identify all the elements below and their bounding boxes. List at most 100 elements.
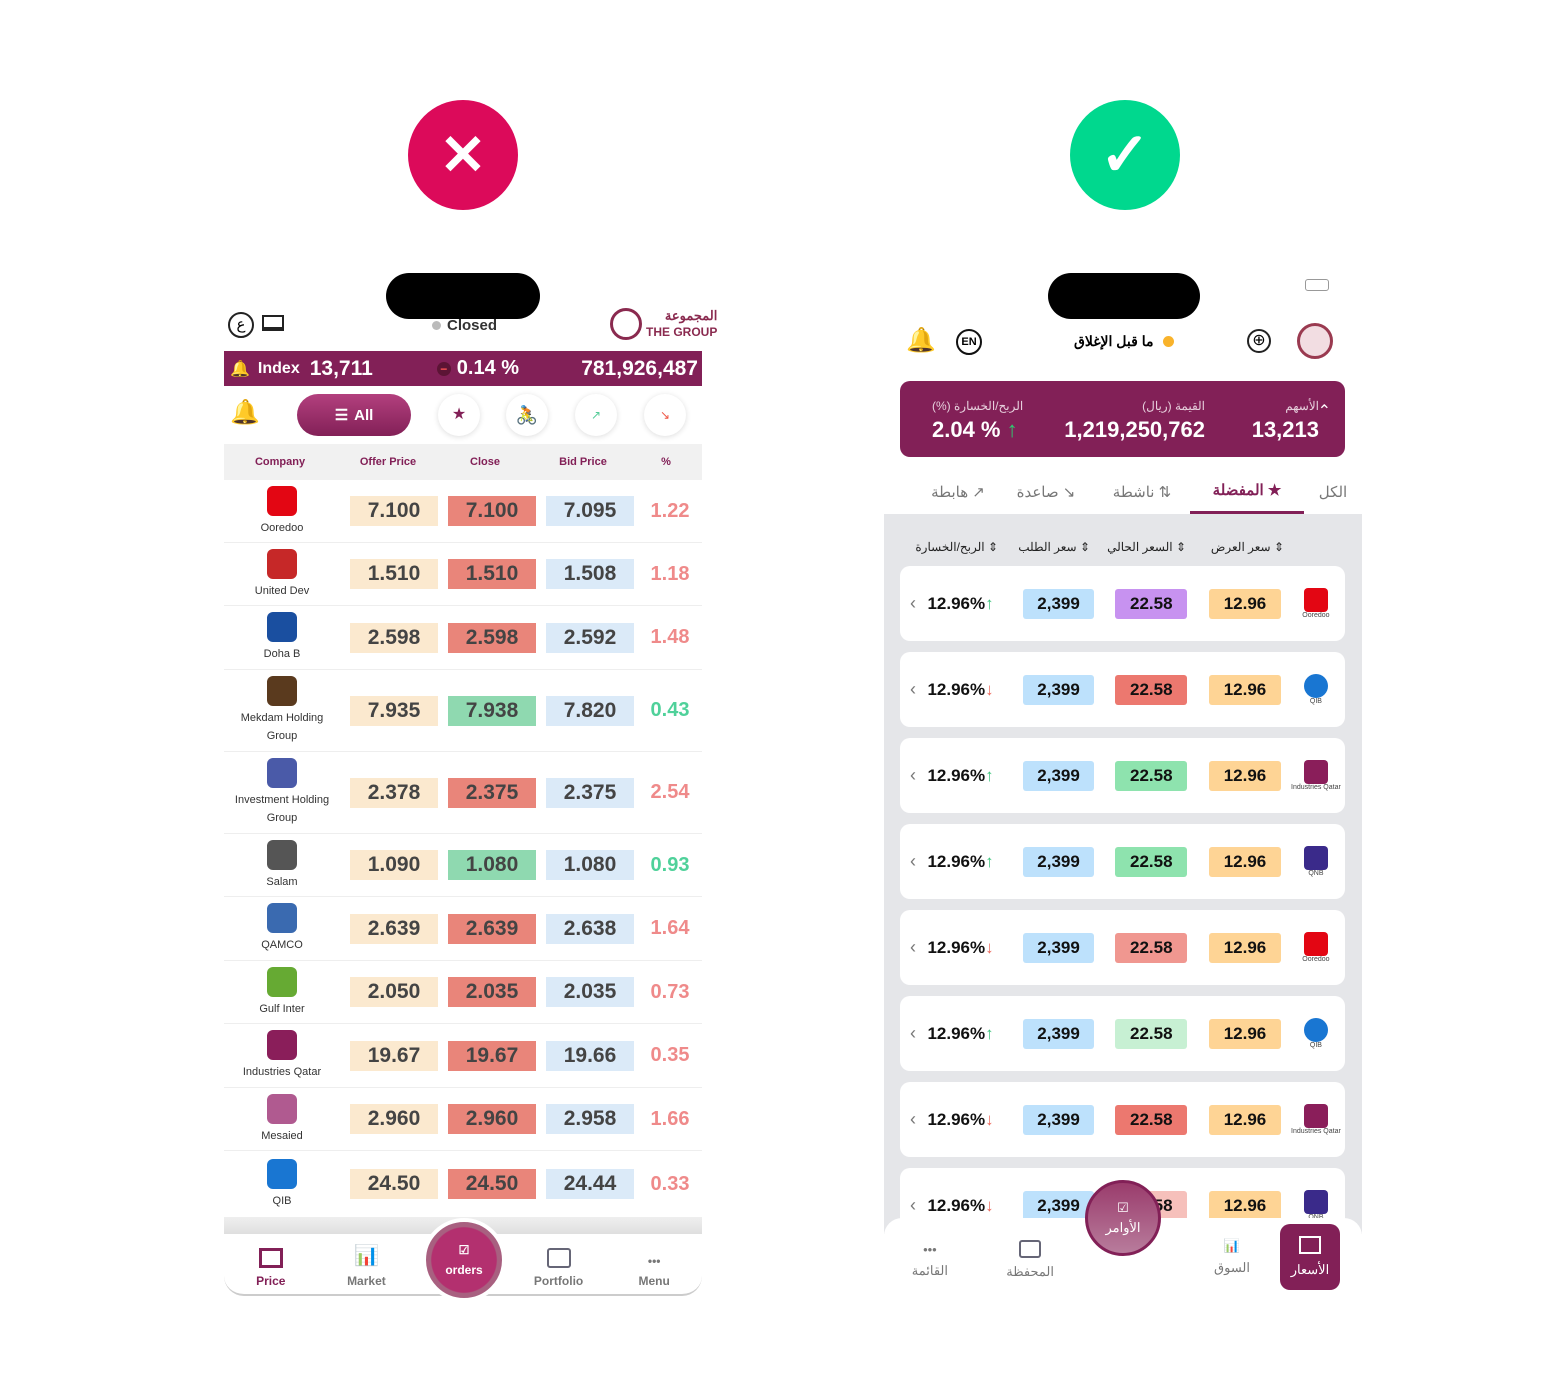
table-row[interactable]: Doha B 2.598 2.598 2.592 1.48 [224, 606, 702, 670]
table-row[interactable]: Mesaied 2.960 2.960 2.958 1.66 [224, 1088, 702, 1151]
orders-label: orders [445, 1263, 483, 1277]
stock-card[interactable]: ‹ 12.96%↓ 2,399 22.58 12.96 QIB [900, 652, 1345, 727]
chevron-left-icon[interactable]: ‹ [910, 1023, 916, 1043]
value-stat: القيمة (ريال) 1,219,250,762 [1064, 399, 1205, 443]
chevron-left-icon[interactable]: ‹ [910, 765, 916, 785]
bell-icon[interactable]: 🔔 [230, 360, 250, 378]
close-price: 2.035 [448, 977, 536, 1007]
collapse-chevron-icon[interactable]: ⌃ [1317, 403, 1331, 420]
nav-label: Menu [638, 1274, 670, 1288]
tab-label: هابطة [931, 484, 969, 501]
close-price: 7.938 [448, 695, 536, 726]
nav-price[interactable]: Price [224, 1248, 318, 1288]
header-bid[interactable]: ⇕ سعر الطلب [1018, 540, 1090, 554]
tab-label: ناشطة [1112, 484, 1155, 501]
add-alert-icon[interactable]: 🔔 [906, 327, 936, 354]
header-offer[interactable]: ⇕ سعر العرض [1210, 540, 1284, 554]
pl-value: 12.96% [927, 765, 986, 785]
table-row[interactable]: QIB 24.50 24.50 24.44 0.33 [224, 1151, 702, 1218]
status-text: ما قبل الإغلاق [1074, 333, 1154, 349]
change-pct: 1.66 [650, 1107, 690, 1130]
stock-card[interactable]: ‹ 12.96%↑ 2,399 22.58 12.96 QNB [900, 824, 1345, 899]
language-toggle[interactable]: ع [228, 312, 254, 338]
stock-card[interactable]: ‹ 12.96%↓ 2,399 22.58 12.96 Ooredoo [900, 910, 1345, 985]
status-dot-icon [432, 321, 441, 330]
company-cell: Ooredoo [1287, 588, 1345, 619]
table-row[interactable]: QAMCO 2.639 2.639 2.638 1.64 [224, 897, 702, 961]
chevron-left-icon[interactable]: ‹ [910, 679, 916, 699]
offer-price: 12.96 [1209, 588, 1281, 619]
header-current[interactable]: ⇕ السعر الحالي [1107, 540, 1186, 554]
nav-portfolio[interactable]: المحفظة [1006, 1240, 1054, 1280]
check-icon: ✓ [1099, 121, 1151, 188]
table-row[interactable]: United Dev 1.510 1.510 1.508 1.18 [224, 543, 702, 606]
nav-menu[interactable]: ••• القائمة [912, 1242, 948, 1279]
gainers-filter-trend-up-icon[interactable]: ↗ [575, 394, 617, 436]
header-close[interactable]: Close [470, 456, 500, 468]
close-price: 2.639 [448, 913, 536, 944]
bid-price: 2,399 [1022, 1190, 1095, 1221]
wrong-badge: ✕ [408, 100, 518, 210]
language-toggle[interactable]: EN [956, 329, 982, 355]
table-row[interactable]: Investment Holding Group 2.378 2.375 2.3… [224, 752, 702, 834]
nav-market[interactable]: 📊 السوق [1214, 1238, 1250, 1276]
stock-card[interactable]: ‹ 12.96%↑ 2,399 22.58 12.96 QIB [900, 996, 1345, 1071]
active-filter-bike-icon[interactable]: 🚴 [506, 394, 548, 436]
checklist-icon: ☑ [458, 1243, 470, 1257]
bid-price: 19.66 [546, 1040, 634, 1071]
chevron-left-icon[interactable]: ‹ [910, 1195, 916, 1215]
table-row[interactable]: Salam 1.090 1.080 1.080 0.93 [224, 834, 702, 897]
table-row[interactable]: Mekdam Holding Group 7.935 7.938 7.820 0… [224, 670, 702, 752]
change-pct: 1.22 [650, 499, 690, 522]
nav-market[interactable]: 📊 Market [318, 1243, 416, 1288]
header-pl[interactable]: ⇕ الربح/الخسارة [915, 540, 998, 554]
bid-price: 2,399 [1022, 932, 1095, 963]
arrow-up-icon: ↑ [985, 851, 994, 871]
current-price: 22.58 [1115, 932, 1188, 963]
tab-all[interactable]: الكل [1318, 484, 1348, 501]
table-row[interactable]: Ooredoo 7.100 7.100 7.095 1.22 [224, 480, 702, 543]
nav-portfolio[interactable]: Portfolio [511, 1248, 607, 1288]
close-price: 19.67 [448, 1040, 536, 1071]
stock-card[interactable]: ‹ 12.96%↑ 2,399 22.58 12.96 Ooredoo [900, 566, 1345, 641]
tab-losers[interactable]: ↗ هابطة [931, 484, 985, 501]
header-offer[interactable]: Offer Price [359, 456, 417, 468]
orders-button[interactable]: ☑ الأوامر [1085, 1180, 1161, 1256]
group-logo-icon [610, 308, 642, 340]
add-alert-icon[interactable]: 🔔 [230, 399, 260, 426]
tab-favorites[interactable]: ★ المفضلة [1190, 470, 1304, 514]
losers-filter-trend-down-icon[interactable]: ↘ [644, 394, 686, 436]
arrow-down-icon: ↓ [985, 679, 994, 699]
chevron-left-icon[interactable]: ‹ [910, 593, 916, 613]
tab-gainers[interactable]: ↘ صاعدة [1016, 484, 1076, 501]
company-cell: Ooredoo [224, 485, 340, 537]
stock-card[interactable]: ‹ 12.96%↓ 2,399 22.58 12.96 Industries Q… [900, 1082, 1345, 1157]
table-row[interactable]: Industries Qatar 19.67 19.67 19.66 0.35 [224, 1024, 702, 1088]
table-row[interactable]: Gulf Inter 2.050 2.035 2.035 0.73 [224, 961, 702, 1024]
x-icon: ✕ [439, 123, 487, 186]
nav-menu[interactable]: ••• Menu [606, 1254, 702, 1288]
laptop-icon[interactable] [262, 315, 284, 331]
chevron-left-icon[interactable]: ‹ [910, 1109, 916, 1129]
tab-active[interactable]: ⇅ ناشطة [1112, 484, 1172, 501]
orders-button[interactable]: ☑ orders [422, 1218, 506, 1302]
header-company[interactable]: Company [254, 456, 306, 468]
header-label: سعر العرض [1210, 540, 1271, 554]
company-logo-icon [1303, 760, 1328, 784]
table-header: Company Offer Price Close Bid Price % [224, 444, 702, 480]
filter-all-button[interactable]: ☰ All [297, 394, 411, 436]
change-pct: 1.48 [650, 626, 690, 648]
pl-value: 12.96% [927, 679, 986, 699]
value-label: القيمة (ريال) [1142, 399, 1205, 413]
shares-value: 13,213 [1251, 417, 1319, 442]
wallet-icon [546, 1248, 571, 1268]
globe-icon[interactable]: ⊕ [1247, 329, 1271, 353]
company-name: Doha B [263, 648, 301, 660]
chevron-left-icon[interactable]: ‹ [910, 937, 916, 957]
header-pct[interactable]: % [661, 456, 671, 468]
favorites-filter-star-icon[interactable]: ★ [438, 394, 480, 436]
chevron-left-icon[interactable]: ‹ [910, 851, 916, 871]
stock-card[interactable]: ‹ 12.96%↑ 2,399 22.58 12.96 Industries Q… [900, 738, 1345, 813]
header-bid[interactable]: Bid Price [559, 456, 607, 468]
nav-prices[interactable]: الأسعار [1280, 1224, 1340, 1290]
